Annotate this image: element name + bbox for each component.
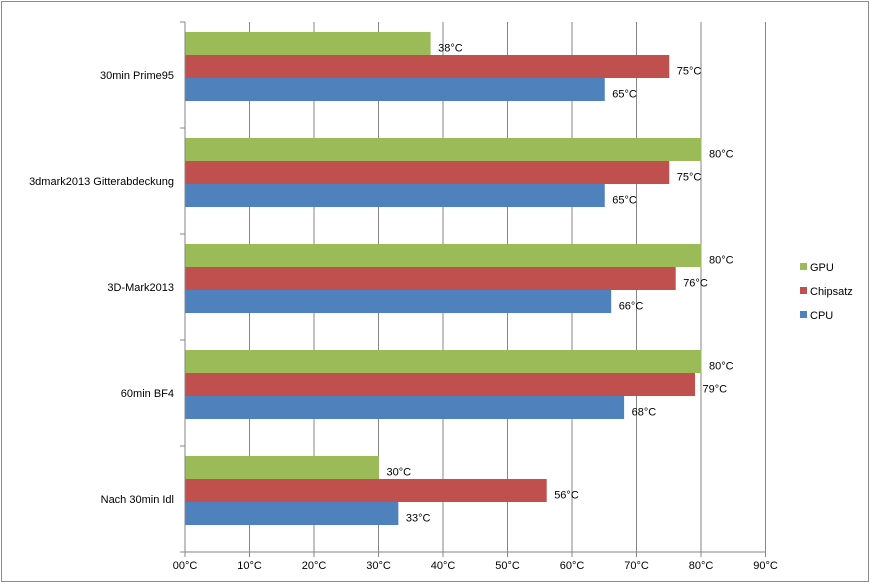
data-label: 65°C (612, 89, 637, 101)
data-label: 38°C (438, 43, 463, 55)
bar-gpu (185, 456, 379, 479)
bar-chipsatz (185, 373, 696, 396)
legend-swatch-chipsatz (800, 287, 807, 294)
data-label: 75°C (677, 66, 702, 78)
legend-swatch-gpu (800, 263, 807, 270)
data-label: 68°C (632, 407, 657, 419)
data-label: 80°C (709, 255, 734, 267)
data-label: 75°C (677, 172, 702, 184)
x-tick-label: 40°C (431, 560, 456, 572)
legend-label: CPU (810, 310, 833, 322)
x-tick-label: 60°C (560, 560, 585, 572)
bar-chipsatz (185, 479, 547, 502)
data-label: 66°C (619, 301, 644, 313)
bar-cpu (185, 78, 605, 101)
x-tick-label: 20°C (302, 560, 327, 572)
bar-gpu (185, 138, 702, 161)
data-label: 56°C (554, 490, 579, 502)
data-label: 33°C (406, 513, 431, 525)
bar-cpu (185, 184, 605, 207)
data-label: 80°C (709, 361, 734, 373)
bar-gpu (185, 350, 702, 373)
legend-label: Chipsatz (810, 286, 853, 298)
data-label: 65°C (612, 195, 637, 207)
data-label: 30°C (387, 467, 412, 479)
bar-gpu (185, 32, 431, 55)
category-label: 3D-Mark2013 (107, 282, 174, 294)
legend-swatch-cpu (800, 311, 807, 318)
bar-gpu (185, 244, 702, 267)
x-tick-label: 90°C (753, 560, 778, 572)
x-tick-label: 70°C (624, 560, 649, 572)
data-label: 79°C (703, 384, 728, 396)
bar-cpu (185, 502, 399, 525)
legend-label: GPU (810, 262, 834, 274)
bar-cpu (185, 396, 625, 419)
category-label: 3dmark2013 Gitterabdeckung (29, 176, 174, 188)
bar-chipsatz (185, 161, 670, 184)
x-tick-label: 80°C (689, 560, 714, 572)
bar-chipsatz (185, 55, 670, 78)
data-label: 76°C (683, 278, 708, 290)
x-tick-label: 00°C (173, 560, 198, 572)
x-tick-label: 30°C (366, 560, 391, 572)
x-tick-label: 50°C (495, 560, 520, 572)
category-label: 60min BF4 (121, 388, 174, 400)
bar-cpu (185, 290, 612, 313)
data-label: 80°C (709, 149, 734, 161)
category-label: Nach 30min Idl (101, 494, 174, 506)
x-tick-label: 10°C (237, 560, 262, 572)
category-label: 30min Prime95 (100, 70, 174, 82)
bar-chipsatz (185, 267, 676, 290)
